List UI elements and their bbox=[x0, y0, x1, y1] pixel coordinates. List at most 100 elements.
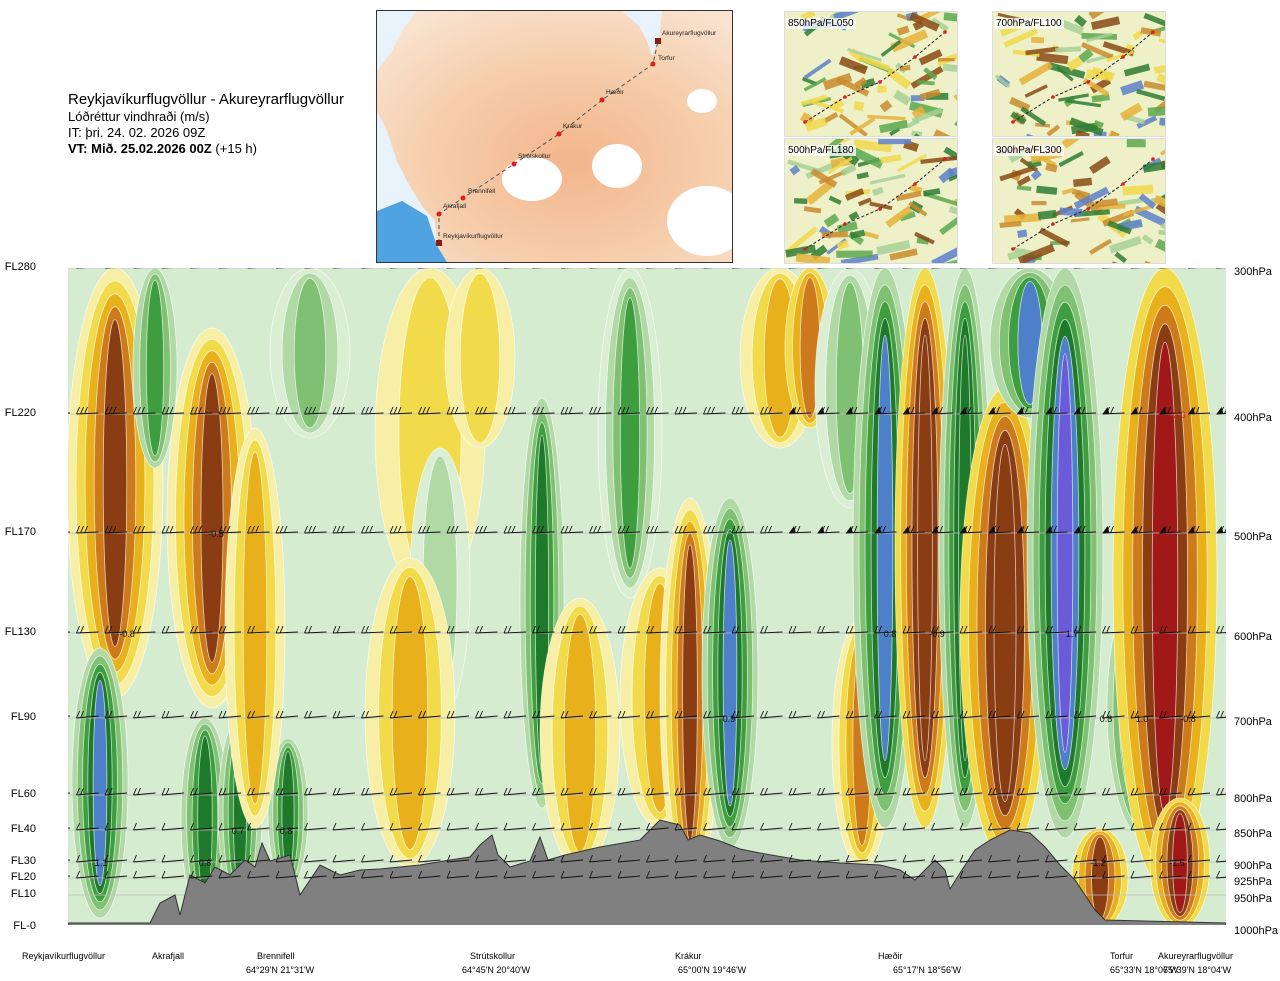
thumb-700hpa[interactable]: 700hPa/FL100 bbox=[992, 11, 1166, 137]
wind-barb bbox=[190, 268, 201, 269]
wind-barb bbox=[1045, 870, 1068, 879]
wind-barb bbox=[1159, 822, 1182, 831]
wind-barb bbox=[48, 261, 70, 268]
wind-barb bbox=[646, 787, 669, 796]
wind-barb bbox=[988, 870, 1011, 879]
wind-barb bbox=[361, 870, 384, 879]
wind-barb bbox=[76, 822, 99, 831]
wind-barb bbox=[959, 870, 983, 879]
wind-barb bbox=[190, 870, 213, 879]
wind-barb bbox=[1216, 625, 1226, 634]
wind-barb bbox=[504, 268, 514, 269]
route-map: Reykjavíkurflugvöllur Akrafjall Brennifell… bbox=[376, 10, 733, 263]
wind-barb bbox=[760, 625, 783, 634]
wind-barb bbox=[788, 625, 812, 634]
fl-label-fl130: FL130 bbox=[4, 626, 36, 638]
value-label: 1.7 bbox=[1066, 629, 1079, 639]
wind-barb bbox=[902, 854, 926, 863]
field-contour bbox=[459, 273, 501, 443]
thumb-500hpa-svg bbox=[785, 139, 957, 263]
wind-barb bbox=[418, 525, 441, 534]
wind-barb bbox=[902, 525, 926, 534]
wind-barb bbox=[589, 525, 612, 534]
wind-barb bbox=[133, 822, 156, 831]
wind-barb bbox=[931, 625, 954, 634]
wind-barb bbox=[68, 875, 71, 877]
value-labels: -0.8 -0.5 1.1 0.8 0.7 0.8 0.9 0.8 -0.9 1.7 0.8 1.0 -… bbox=[95, 410, 1196, 868]
waypoint-marker bbox=[460, 195, 466, 201]
thumb-500hpa[interactable]: 500hPa/FL180 bbox=[784, 138, 958, 264]
value-label: -0.8 bbox=[1180, 714, 1196, 724]
pressure-label-1000hpa: 1000hPa bbox=[1234, 925, 1279, 937]
wind-barb bbox=[76, 625, 99, 634]
wind-barb bbox=[1073, 854, 1097, 863]
wind-barb bbox=[1102, 870, 1125, 879]
wind-barb bbox=[446, 525, 470, 534]
fl-label-fl10: FL10 bbox=[10, 888, 36, 900]
wind-barb bbox=[503, 406, 527, 415]
wind-barb bbox=[105, 268, 115, 269]
wind-barb bbox=[560, 406, 584, 415]
wind-barb bbox=[446, 870, 470, 879]
wind-barb bbox=[560, 854, 584, 863]
wind-barb bbox=[1159, 525, 1182, 534]
wind-barb bbox=[703, 268, 714, 269]
wind-barb bbox=[1016, 710, 1040, 719]
wind-barb bbox=[1102, 787, 1125, 796]
wind-barb bbox=[503, 710, 527, 719]
wind-barb bbox=[589, 870, 612, 879]
parameter-label: Lóðréttur vindhraði (m/s) bbox=[68, 109, 210, 124]
wind-barb bbox=[332, 787, 356, 796]
wind-barb bbox=[674, 787, 698, 796]
location-coord: 64°29'N 21°31'W bbox=[246, 965, 315, 975]
field-contour bbox=[917, 334, 933, 762]
wind-barb bbox=[589, 710, 612, 719]
wind-barb bbox=[817, 268, 828, 269]
wind-barb bbox=[845, 854, 869, 863]
wind-barb bbox=[389, 525, 413, 534]
wind-barb bbox=[76, 787, 99, 796]
wind-barb bbox=[76, 406, 99, 415]
wind-barb bbox=[218, 787, 242, 796]
wind-barb bbox=[703, 625, 726, 634]
thumb-300hpa[interactable]: 300hPa/FL300 bbox=[992, 138, 1166, 264]
wind-barb bbox=[361, 406, 384, 415]
wind-barb bbox=[1102, 268, 1113, 269]
valid-time-text: VT: Mið. 25.02.2026 00Z bbox=[68, 141, 212, 156]
wind-barb bbox=[589, 268, 600, 269]
wind-barb bbox=[760, 710, 783, 719]
wind-barb bbox=[133, 787, 156, 796]
location-name: Strútskollur bbox=[470, 951, 516, 961]
wind-barb bbox=[874, 870, 897, 879]
thumb-850hpa[interactable]: 850hPa/FL050 bbox=[784, 11, 958, 137]
field-contour bbox=[293, 277, 327, 429]
wind-barb bbox=[361, 710, 384, 719]
wind-barb bbox=[133, 870, 156, 879]
wind-barb bbox=[332, 406, 356, 415]
wind-barb bbox=[76, 268, 87, 269]
wind-barb bbox=[475, 525, 498, 534]
pressure-label-900hpa: 900hPa bbox=[1234, 860, 1272, 872]
location-3: Brennifell bbox=[257, 951, 295, 961]
wind-barb bbox=[475, 787, 498, 796]
value-label: -1.2 bbox=[1090, 858, 1106, 868]
wind-barb bbox=[988, 710, 1011, 719]
wind-barb bbox=[988, 625, 1011, 634]
route-title: Reykjavíkurflugvöllur - Akureyrarflugvöl… bbox=[68, 91, 344, 108]
wind-barb bbox=[503, 625, 527, 634]
value-label: 0.8 bbox=[1100, 714, 1113, 724]
wind-barb bbox=[304, 870, 327, 879]
wind-barb bbox=[104, 854, 128, 863]
wind-barb bbox=[646, 710, 669, 719]
wind-barb bbox=[617, 710, 641, 719]
wind-barb bbox=[1187, 822, 1211, 831]
wind-barb bbox=[104, 710, 128, 719]
wind-barb bbox=[646, 822, 669, 831]
wind-barb bbox=[503, 822, 527, 831]
wind-barb bbox=[931, 870, 954, 879]
location-name: Akureyrarflugvöllur bbox=[1158, 951, 1234, 961]
wind-barb bbox=[760, 822, 783, 831]
wind-barb bbox=[389, 787, 413, 796]
wind-barb bbox=[788, 870, 812, 879]
cross-section-chart: -0.8 -0.5 1.1 0.8 0.7 0.8 0.9 0.8 -0.9 1.7 0.8 1.0 -… bbox=[48, 261, 1226, 925]
